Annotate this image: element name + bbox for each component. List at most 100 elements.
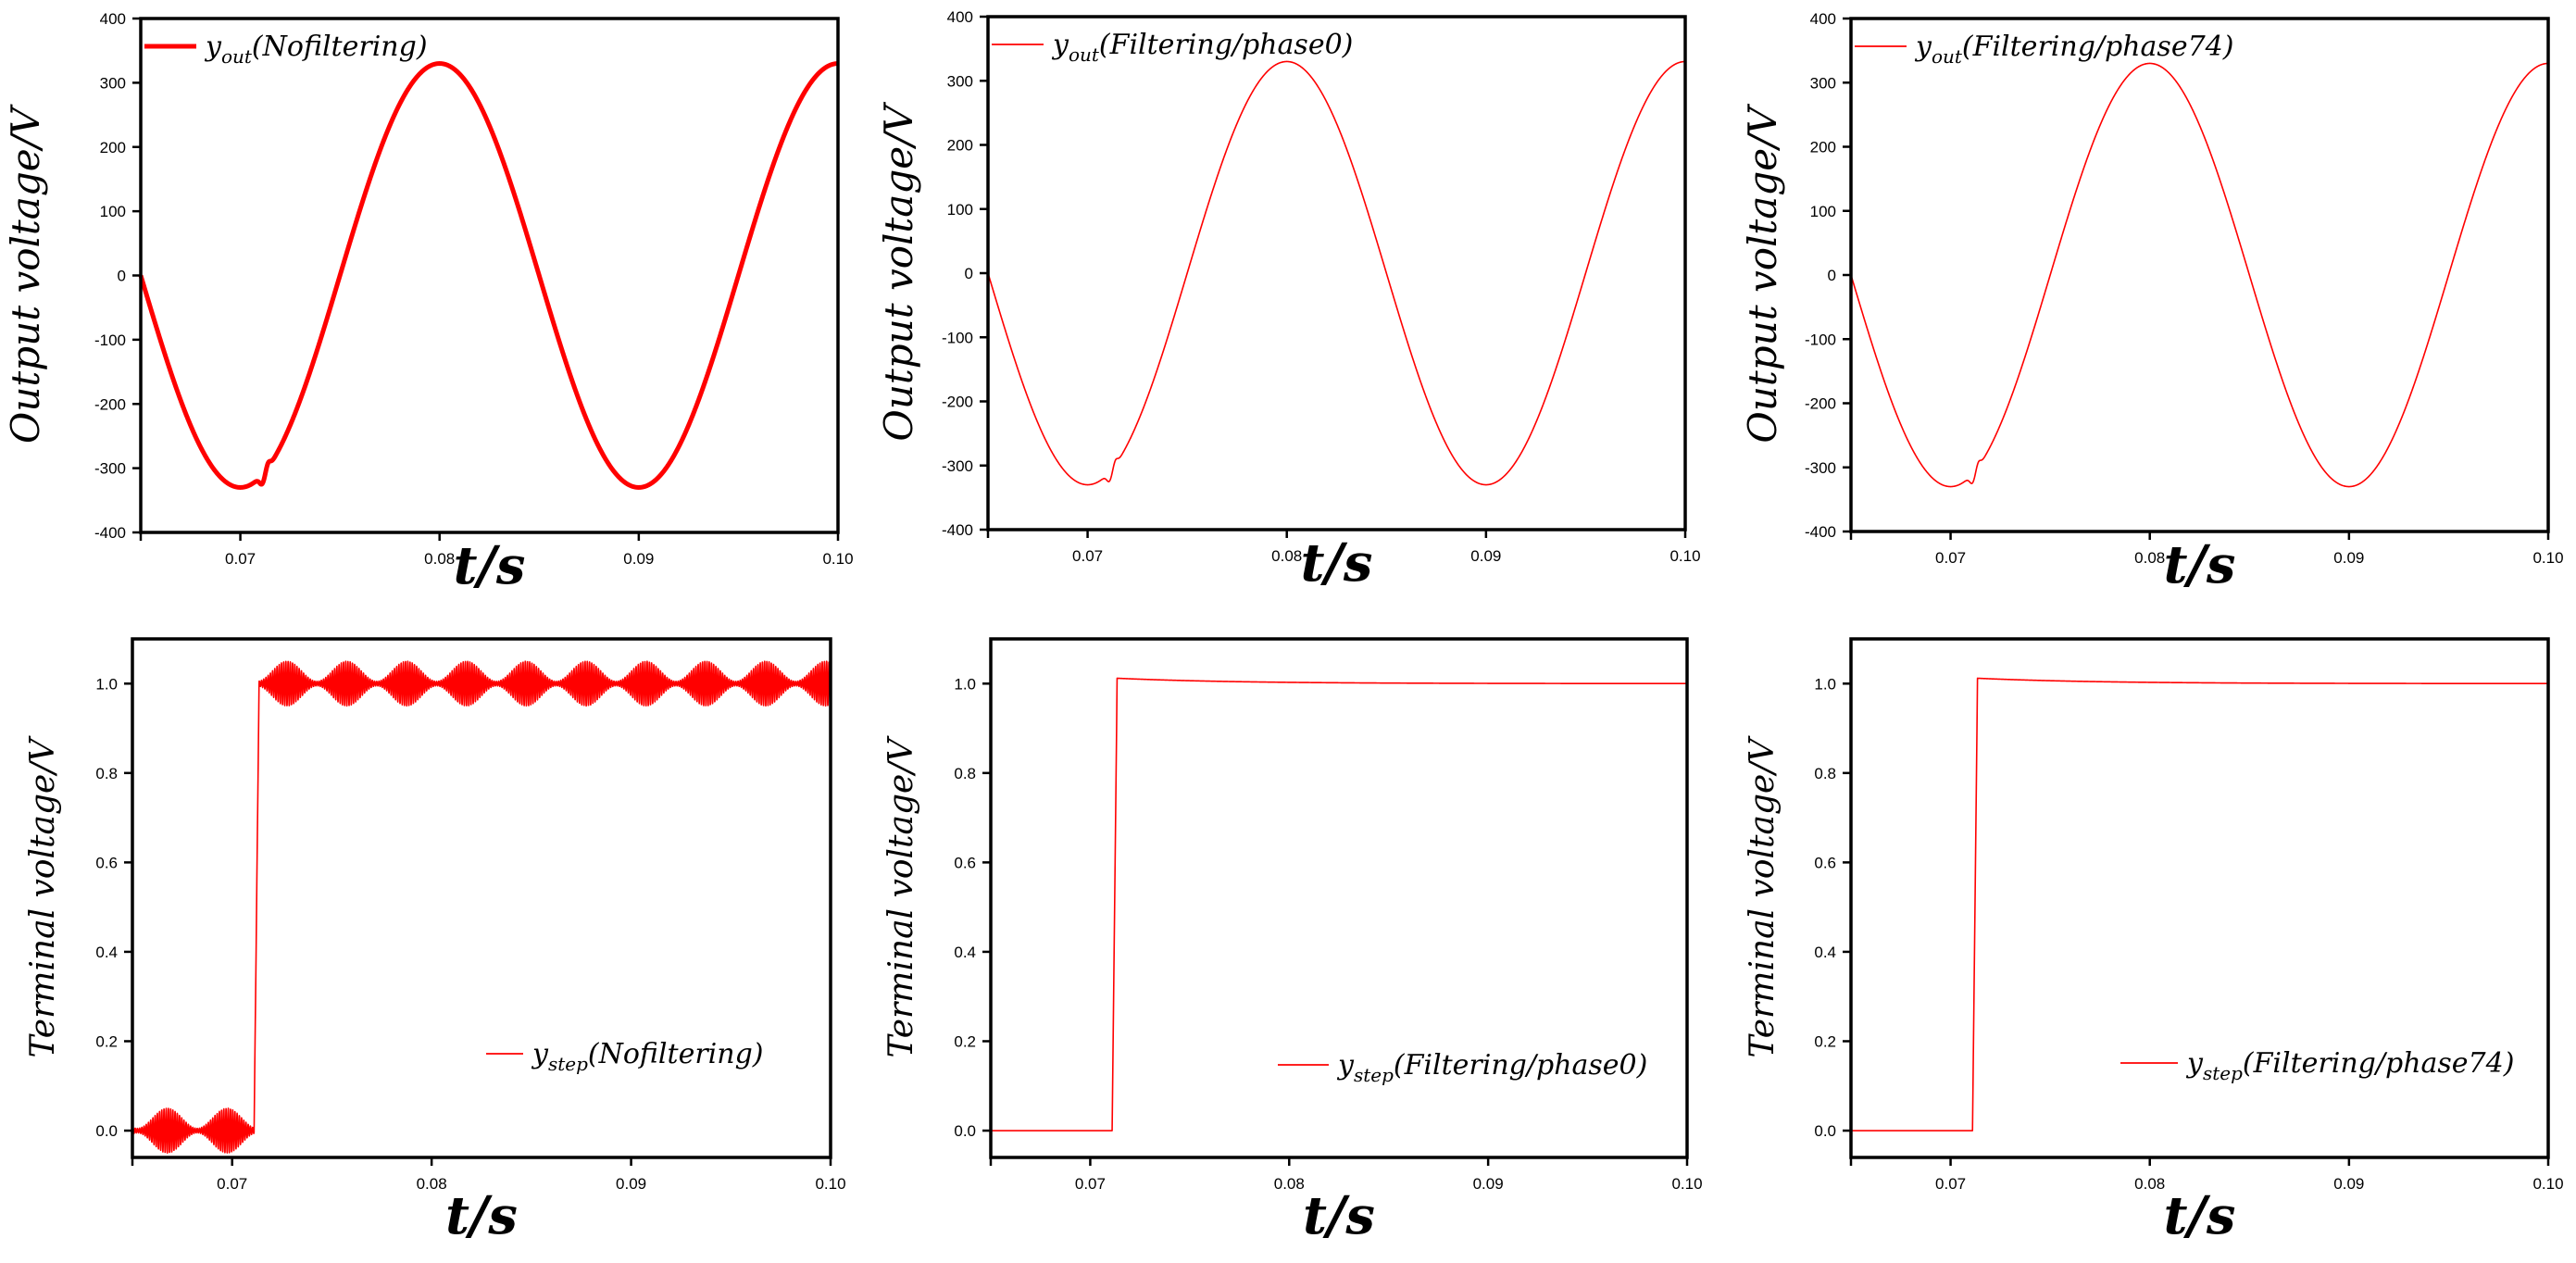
x-tick-label: 0.10 (815, 1175, 845, 1193)
plot-frame (989, 637, 1689, 1159)
legend-description: (Nofiltering) (588, 1038, 764, 1070)
x-axis-label: t/s (1301, 532, 1373, 594)
y-tick-label: 0.6 (1814, 854, 1836, 871)
legend-description: (Filtering/phase0) (1099, 29, 1353, 61)
legend-label: yout(Nofiltering) (204, 31, 428, 68)
y-tick-label: -200 (1805, 395, 1836, 413)
y-tick-label: 0 (118, 268, 126, 285)
plot-frame (139, 17, 840, 534)
chart-panel-top-middle: -400 -300 -200 -100 0 100 200 300 400 0.07 0.08 0.0… (876, 8, 1701, 594)
chart-panel-bottom-right: 0.0 0.2 0.4 0.6 0.8 1.0 0.07 0.08 0.09 0.10 Termin… (1744, 637, 2564, 1246)
plot-frame (1849, 17, 2550, 533)
series-line-top-middle-0 (987, 60, 1686, 486)
y-tick-label: 200 (100, 139, 126, 156)
y-tick-label: 400 (100, 10, 126, 28)
legend-subscript: out (221, 45, 253, 68)
y-tick-label: 0.6 (95, 854, 118, 871)
x-axis-label: t/s (2164, 534, 2236, 595)
y-tick-label: -400 (94, 524, 126, 542)
y-tick-label: 300 (100, 74, 126, 92)
series-line-bottom-right-0 (1850, 677, 2549, 1132)
legend-symbol: y (531, 1038, 549, 1070)
y-tick-label: 0.8 (1814, 765, 1836, 782)
x-tick-label: 0.08 (1271, 547, 1302, 565)
y-axis-label: Output voltage/V (876, 102, 921, 442)
legend-description: (Filtering/phase74) (1962, 31, 2234, 63)
y-tick-label: -200 (942, 394, 973, 411)
legend-description: (Filtering/phase74) (2243, 1047, 2515, 1080)
x-tick-label: 0.09 (623, 550, 654, 568)
x-tick-label: 0.07 (1935, 1175, 1966, 1193)
x-tick-label: 0.09 (2333, 1175, 2364, 1193)
legend-symbol: y (1914, 31, 1932, 63)
legend-label: ystep(Filtering/phase0) (1336, 1049, 1647, 1086)
series-line-top-left-0 (138, 61, 840, 490)
y-tick-label: 0.4 (1814, 944, 1836, 961)
x-tick-label: 0.08 (2134, 549, 2165, 567)
y-tick-label: 0.8 (95, 765, 118, 782)
y-axis-label: Terminal voltage/V (1744, 735, 1782, 1058)
chart-panel-top-right: -400 -300 -200 -100 0 100 200 300 400 0.07 0.08 0.0… (1740, 10, 2564, 595)
y-tick-label: 300 (947, 72, 973, 90)
chart-panel-bottom-middle: 0.0 0.2 0.4 0.6 0.8 1.0 0.07 0.08 0.09 0.10 Termin… (882, 637, 1703, 1246)
y-tick-label: 0.0 (1814, 1122, 1836, 1140)
chart-panel-bottom-left: 0.0 0.2 0.4 0.6 0.8 1.0 0.07 0.08 0.09 0.10 Termin… (24, 637, 846, 1246)
plot-frame (131, 637, 832, 1159)
y-tick-label: 0.6 (954, 854, 976, 871)
y-tick-label: 0.4 (954, 944, 976, 961)
y-tick-label: 400 (947, 8, 973, 26)
y-tick-label: 0 (1828, 267, 1836, 284)
y-tick-label: -100 (1805, 331, 1836, 348)
legend-label: yout(Filtering/phase0) (1051, 29, 1353, 66)
legend-subscript: out (1069, 44, 1100, 66)
y-tick-label: 100 (1810, 203, 1836, 220)
legend-symbol: y (1336, 1049, 1355, 1082)
x-tick-label: 0.09 (2333, 549, 2364, 567)
y-tick-label: 100 (947, 201, 973, 219)
x-tick-label: 0.10 (1669, 547, 1700, 565)
legend-subscript: step (1354, 1064, 1394, 1086)
y-axis-label: Output voltage/V (3, 104, 48, 444)
x-tick-label: 0.07 (225, 550, 256, 568)
legend-symbol: y (1051, 29, 1069, 61)
x-tick-label: 0.09 (616, 1175, 646, 1193)
y-axis-label: Terminal voltage/V (882, 735, 920, 1058)
x-tick-label: 0.10 (2532, 549, 2563, 567)
x-tick-label: 0.09 (1470, 547, 1501, 565)
legend-symbol: y (2185, 1047, 2204, 1080)
y-tick-label: -200 (94, 395, 126, 413)
y-tick-label: -400 (942, 521, 973, 539)
y-axis-label: Output voltage/V (1740, 104, 1785, 444)
x-axis-label: t/s (2164, 1185, 2236, 1246)
y-tick-label: 400 (1810, 10, 1836, 28)
series-line-top-right-0 (1850, 62, 2549, 488)
y-tick-label: 0.2 (954, 1032, 976, 1050)
y-tick-label: 0.2 (1814, 1032, 1836, 1050)
y-tick-label: 0.0 (954, 1122, 976, 1140)
legend-subscript: step (548, 1053, 588, 1075)
series-line-bottom-middle-0 (990, 677, 1688, 1132)
y-tick-label: 1.0 (954, 675, 976, 693)
x-tick-label: 0.07 (1075, 1175, 1106, 1193)
x-tick-label: 0.08 (2134, 1175, 2165, 1193)
x-axis-label: t/s (1303, 1185, 1375, 1246)
x-tick-label: 0.07 (1072, 547, 1103, 565)
y-tick-label: -300 (1805, 459, 1836, 477)
y-tick-label: 0.8 (954, 765, 976, 782)
y-tick-label: -400 (1805, 523, 1836, 541)
x-tick-label: 0.08 (417, 1175, 447, 1193)
series-line-bottom-left-0 (131, 660, 832, 1154)
x-tick-label: 0.08 (424, 550, 455, 568)
y-tick-label: 100 (100, 203, 126, 220)
y-tick-label: 200 (1810, 139, 1836, 156)
x-tick-label: 0.10 (1671, 1175, 1702, 1193)
plot-frame (1849, 637, 2550, 1159)
y-tick-label: 1.0 (95, 675, 118, 693)
y-tick-label: 0.4 (95, 944, 118, 961)
legend-subscript: step (2203, 1062, 2243, 1084)
y-tick-label: 0 (965, 265, 973, 282)
chart-panel-top-left: -400 -300 -200 -100 0 100 200 300 400 0.07 0.08 0.0… (3, 10, 854, 596)
legend-subscript: out (1932, 45, 1963, 68)
x-axis-label: t/s (445, 1185, 518, 1246)
